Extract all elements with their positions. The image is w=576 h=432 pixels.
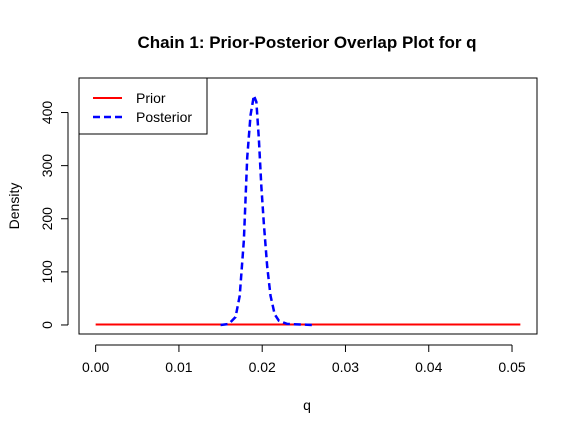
- legend-box: [78, 77, 208, 135]
- x-tick-label: 0.01: [165, 359, 192, 375]
- x-axis: 0.00 0.01 0.02 0.03 0.04 0.05: [82, 344, 526, 375]
- x-tick-label: 0.00: [82, 359, 109, 375]
- y-tick-label: 300: [39, 154, 55, 178]
- legend: Prior Posterior: [78, 77, 208, 135]
- series-line-posterior: [220, 94, 313, 327]
- x-tick-label: 0.05: [498, 359, 525, 375]
- series-layer: [95, 94, 521, 327]
- legend-label-prior: Prior: [136, 90, 166, 106]
- y-axis: 0 100 200 300 400: [39, 101, 69, 329]
- y-tick-label: 200: [39, 207, 55, 231]
- y-tick-label: 100: [39, 260, 55, 284]
- y-axis-label: Density: [6, 183, 22, 230]
- plot-area-frame: [78, 77, 538, 335]
- x-axis-label: q: [303, 397, 311, 413]
- legend-label-posterior: Posterior: [136, 109, 192, 125]
- chart-title: Chain 1: Prior-Posterior Overlap Plot fo…: [137, 33, 476, 52]
- x-tick-label: 0.02: [249, 359, 276, 375]
- x-tick-label: 0.04: [415, 359, 442, 375]
- y-tick-label: 400: [39, 101, 55, 125]
- y-tick-label: 0: [39, 321, 55, 329]
- x-tick-label: 0.03: [332, 359, 359, 375]
